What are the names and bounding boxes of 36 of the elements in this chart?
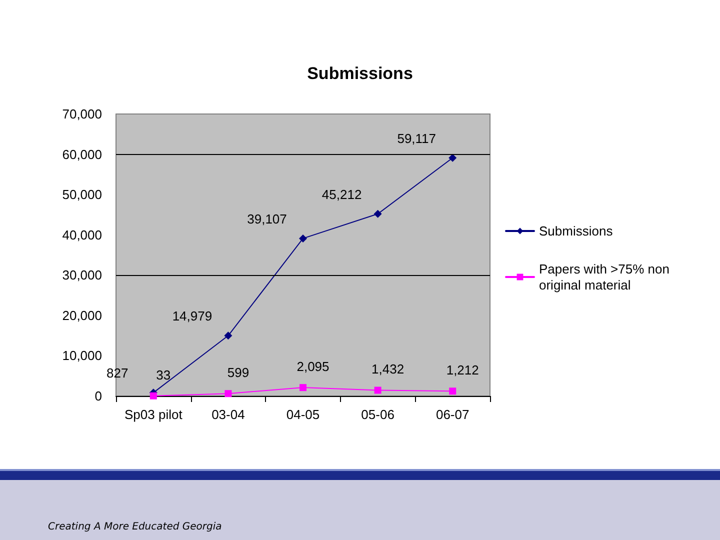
x-tick-label: 03-04 [212, 407, 245, 422]
data-label: 2,095 [296, 359, 330, 374]
x-tick-label: Sp03 pilot [124, 407, 183, 422]
y-tick-label: 40,000 [62, 227, 102, 242]
point [374, 210, 382, 218]
y-tick-label: 30,000 [62, 268, 102, 283]
data-label: 59,117 [397, 130, 436, 146]
x-tick-label: 05-06 [361, 407, 394, 422]
y-tick-label: 50,000 [62, 187, 102, 202]
x-tick-label: 06-07 [436, 407, 470, 422]
data-label: 45,212 [322, 186, 362, 202]
y-tick-label: 10,000 [62, 348, 102, 364]
legend-label: Papers with >75% non original material [539, 262, 674, 292]
point [224, 332, 232, 340]
y-tick-label: 70,000 [62, 106, 102, 122]
point [374, 386, 382, 394]
data-label: 827 [106, 366, 128, 381]
data-label: 1,212 [446, 362, 479, 378]
point [449, 388, 456, 395]
point [448, 154, 457, 162]
legend-label: Submissions [539, 224, 614, 238]
data-label: 1,432 [372, 362, 404, 377]
data-label: 39,107 [247, 211, 287, 226]
point [299, 234, 307, 242]
data-label: 14,979 [172, 308, 212, 324]
point [300, 384, 306, 392]
data-label: 599 [227, 365, 250, 380]
y-tick-label: 20,000 [62, 308, 102, 323]
y-tick-label: 60,000 [62, 146, 102, 162]
text: Creating A More Educated Georgia [48, 522, 222, 532]
x-tick-label: 04-05 [286, 407, 320, 422]
data-label: 33 [156, 367, 171, 382]
chart-title: Submissions [307, 64, 413, 83]
point [150, 392, 157, 400]
y-tick-label: 0 [94, 388, 102, 404]
point [224, 390, 232, 398]
